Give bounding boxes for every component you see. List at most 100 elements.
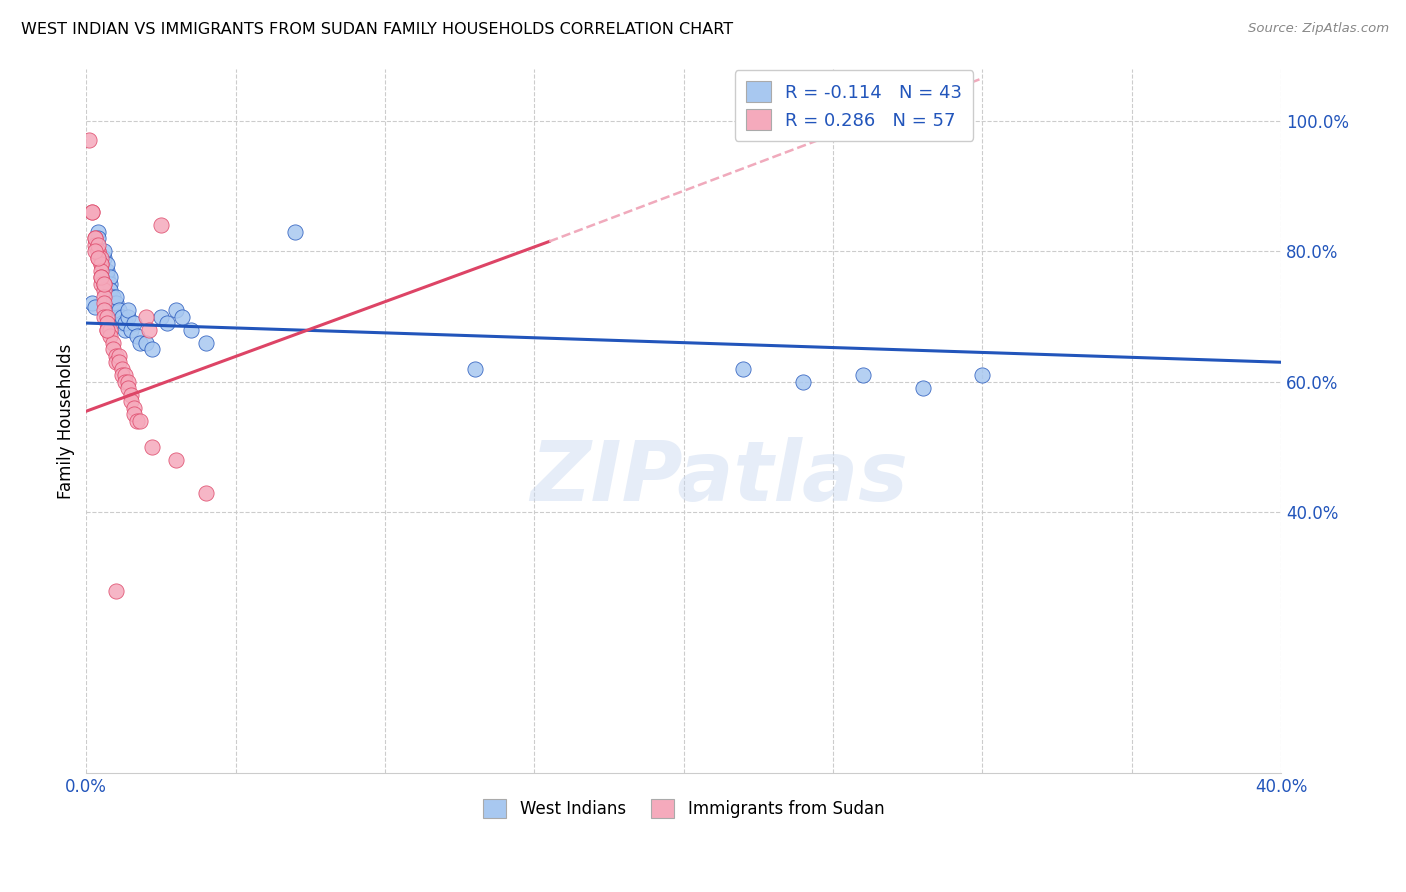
- Point: [96, 323, 118, 337]
- Point: [90, 257, 112, 271]
- Point: [108, 349, 131, 363]
- Point: [84, 231, 107, 245]
- Point: [792, 375, 814, 389]
- Point: [117, 375, 139, 389]
- Point: [149, 310, 172, 324]
- Point: [93, 284, 115, 298]
- Point: [120, 394, 142, 409]
- Point: [90, 264, 112, 278]
- Point: [87, 237, 110, 252]
- Point: [122, 401, 145, 415]
- Point: [117, 303, 139, 318]
- Point: [156, 316, 179, 330]
- Point: [180, 323, 202, 337]
- Point: [105, 349, 128, 363]
- Point: [125, 414, 148, 428]
- Point: [96, 323, 118, 337]
- Point: [141, 440, 163, 454]
- Point: [105, 290, 128, 304]
- Point: [105, 583, 128, 598]
- Point: [98, 329, 121, 343]
- Point: [170, 310, 193, 324]
- Point: [93, 310, 115, 324]
- Point: [149, 218, 172, 232]
- Point: [98, 270, 121, 285]
- Point: [96, 257, 118, 271]
- Point: [114, 323, 136, 337]
- Point: [972, 368, 994, 383]
- Point: [194, 485, 217, 500]
- Point: [101, 296, 124, 310]
- Point: [90, 251, 112, 265]
- Text: Source: ZipAtlas.com: Source: ZipAtlas.com: [1249, 22, 1389, 36]
- Point: [135, 310, 157, 324]
- Point: [111, 316, 134, 330]
- Point: [93, 296, 115, 310]
- Point: [90, 270, 112, 285]
- Point: [101, 342, 124, 356]
- Point: [87, 251, 110, 265]
- Point: [93, 290, 115, 304]
- Point: [84, 244, 107, 259]
- Point: [77, 133, 100, 147]
- Point: [84, 300, 107, 314]
- Point: [105, 296, 128, 310]
- Point: [84, 237, 107, 252]
- Point: [93, 251, 115, 265]
- Point: [87, 225, 110, 239]
- Point: [111, 368, 134, 383]
- Point: [464, 361, 486, 376]
- Point: [108, 310, 131, 324]
- Point: [82, 205, 104, 219]
- Point: [138, 323, 160, 337]
- Point: [93, 277, 115, 291]
- Point: [194, 335, 217, 350]
- Point: [90, 270, 112, 285]
- Point: [135, 335, 157, 350]
- Point: [96, 310, 118, 324]
- Point: [101, 290, 124, 304]
- Point: [108, 355, 131, 369]
- Point: [284, 225, 307, 239]
- Point: [111, 361, 134, 376]
- Point: [108, 303, 131, 318]
- Point: [129, 414, 152, 428]
- Point: [114, 316, 136, 330]
- Point: [122, 316, 145, 330]
- Text: WEST INDIAN VS IMMIGRANTS FROM SUDAN FAMILY HOUSEHOLDS CORRELATION CHART: WEST INDIAN VS IMMIGRANTS FROM SUDAN FAM…: [21, 22, 733, 37]
- Point: [90, 277, 112, 291]
- Point: [96, 316, 118, 330]
- Point: [117, 381, 139, 395]
- Point: [165, 303, 187, 318]
- Point: [98, 323, 121, 337]
- Point: [98, 284, 121, 298]
- Point: [114, 375, 136, 389]
- Text: ZIPatlas: ZIPatlas: [530, 437, 908, 518]
- Point: [82, 205, 104, 219]
- Point: [96, 264, 118, 278]
- Point: [84, 231, 107, 245]
- Point: [90, 257, 112, 271]
- Point: [98, 277, 121, 291]
- Point: [165, 453, 187, 467]
- Point: [120, 388, 142, 402]
- Point: [125, 329, 148, 343]
- Point: [911, 381, 934, 395]
- Point: [852, 368, 875, 383]
- Point: [87, 244, 110, 259]
- Point: [93, 244, 115, 259]
- Point: [117, 310, 139, 324]
- Y-axis label: Family Households: Family Households: [58, 343, 75, 499]
- Point: [122, 408, 145, 422]
- Point: [82, 296, 104, 310]
- Point: [141, 342, 163, 356]
- Point: [93, 277, 115, 291]
- Point: [93, 303, 115, 318]
- Point: [87, 244, 110, 259]
- Point: [96, 270, 118, 285]
- Point: [111, 310, 134, 324]
- Point: [120, 323, 142, 337]
- Point: [129, 335, 152, 350]
- Point: [114, 368, 136, 383]
- Point: [87, 231, 110, 245]
